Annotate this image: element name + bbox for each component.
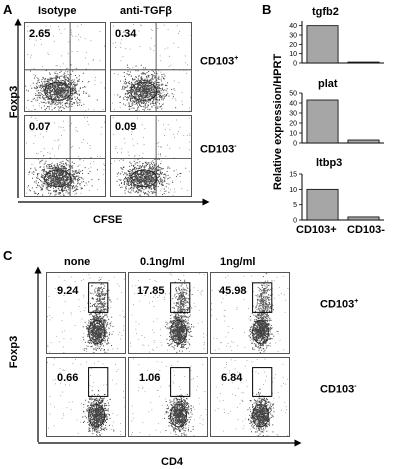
- panel-c-col-header-0-1ng: 0.1ng/ml: [140, 256, 185, 268]
- panel-c-plot-4: 0.66: [46, 357, 126, 437]
- dot-cloud: [214, 358, 289, 436]
- panel-c-value: 0.66: [57, 372, 79, 384]
- panel-a-col-header-anti-tgfb: anti-TGFβ: [120, 5, 172, 17]
- panel-c-x-axis-label: CD4: [161, 456, 184, 468]
- y-tick-label: 30: [289, 33, 297, 40]
- panel-a-axis-arrows: [14, 18, 210, 206]
- panel-c-plot-2: 17.85: [128, 272, 208, 354]
- dot-cloud: [47, 274, 125, 353]
- panel-a-col-header-isotype: Isotype: [38, 5, 77, 17]
- panel-a-value: 0.07: [29, 121, 51, 133]
- panel-c-axis-arrows: [34, 266, 302, 447]
- bar-CD103-: [347, 139, 380, 144]
- bar-CD103+: [306, 25, 339, 64]
- y-tick-label: 15: [289, 172, 297, 179]
- y-tick-label: 20: [289, 121, 297, 128]
- panel-c-plot-5: 1.06: [128, 357, 208, 437]
- y-tick-label: 10: [289, 51, 297, 58]
- gate-box: [252, 282, 273, 313]
- panel-a-row-label-cd103-minus: CD103-: [200, 143, 237, 156]
- dot-cloud: [25, 116, 105, 196]
- panel-b-letter: B: [262, 2, 272, 17]
- panel-c-plot-3: 45.98: [210, 272, 290, 354]
- panel-a-plot-4: 0.09: [110, 115, 192, 197]
- y-tick-label: 10: [289, 187, 297, 194]
- panel-b-x-category-cd103-minus: CD103-: [347, 224, 385, 236]
- panel-c-value: 17.85: [137, 285, 165, 297]
- dot-cloud: [211, 273, 289, 353]
- panel-a-value: 0.09: [115, 121, 137, 133]
- chart-title-tgfb2: tgfb2: [312, 6, 339, 18]
- panel-a-row-label-cd103-plus: CD103+: [200, 55, 239, 68]
- bar-CD103+: [306, 99, 339, 144]
- panel-c-value: 1.06: [139, 372, 161, 384]
- chart-title-ltbp3: ltbp3: [316, 157, 343, 169]
- bar-chart-tgfb2: 0 10 20 30 40: [289, 21, 384, 67]
- y-tick-label: 0: [293, 141, 297, 147]
- bar-chart-ltbp3: 0 5 10 15: [289, 172, 384, 224]
- dot-cloud: [111, 116, 191, 196]
- panel-c-row-label-cd103-plus: CD103+: [320, 298, 359, 311]
- panel-a-plot-2: 0.34: [110, 22, 192, 112]
- dot-cloud: [131, 358, 207, 436]
- panel-a-letter: A: [3, 2, 13, 17]
- panel-c-letter: C: [3, 248, 13, 263]
- panel-c-col-header-none: none: [64, 256, 91, 268]
- bar-CD103-: [347, 216, 380, 221]
- y-tick-label: 0: [293, 218, 297, 224]
- dot-cloud: [130, 273, 207, 353]
- bar-CD103+: [306, 188, 339, 221]
- gate-box: [170, 282, 191, 313]
- panel-a-plot-1: 2.65: [24, 22, 106, 112]
- panel-a-plot-3: 0.07: [24, 115, 106, 197]
- panel-c-value: 9.24: [57, 285, 79, 297]
- panel-c-row-label-cd103-minus: CD103-: [320, 383, 357, 396]
- y-tick-label: 40: [289, 23, 297, 30]
- bar-CD103-: [347, 61, 380, 64]
- gate-box: [252, 367, 273, 397]
- y-tick-label: 0: [293, 61, 297, 67]
- panel-c-col-header-1ng: 1ng/ml: [220, 256, 256, 268]
- dot-cloud: [25, 23, 105, 111]
- gate-box: [88, 367, 109, 397]
- y-tick-label: 20: [289, 42, 297, 49]
- panel-b-x-category-cd103-plus: CD103+: [296, 224, 337, 236]
- y-tick-label: 30: [289, 111, 297, 118]
- y-tick-label: 40: [289, 101, 297, 108]
- bar-chart-plat: 0 10 20 30 40 50: [289, 91, 384, 147]
- panel-a-value: 2.65: [29, 28, 51, 40]
- panel-a-x-axis-label: CFSE: [93, 214, 123, 226]
- gate-box: [88, 282, 109, 313]
- y-tick-label: 10: [289, 131, 297, 138]
- panel-a-value: 0.34: [115, 28, 137, 40]
- gate-box: [170, 367, 191, 397]
- panel-c-plot-6: 6.84: [210, 357, 290, 437]
- y-tick-label: 50: [289, 91, 297, 98]
- dot-cloud: [47, 358, 125, 436]
- chart-title-plat: plat: [318, 78, 338, 90]
- panel-c-value: 45.98: [219, 285, 247, 297]
- y-tick-label: 5: [293, 202, 297, 209]
- panel-c-plot-1: 9.24: [46, 272, 126, 354]
- dot-cloud: [111, 23, 191, 111]
- panel-c-value: 6.84: [221, 372, 243, 384]
